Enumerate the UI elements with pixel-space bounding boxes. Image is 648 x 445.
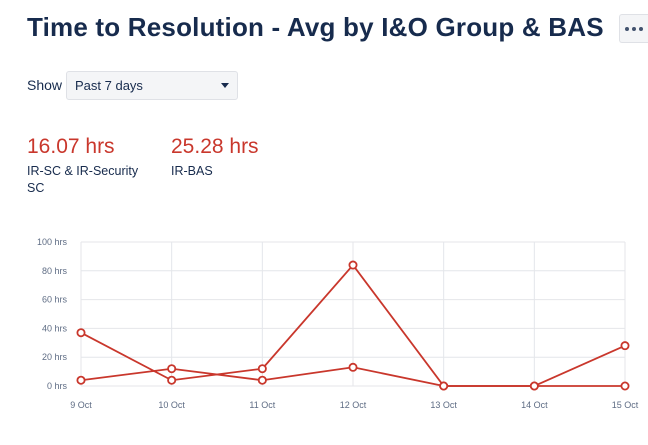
data-point [439, 381, 449, 391]
data-point [167, 375, 177, 385]
data-point [76, 375, 86, 385]
data-point [620, 381, 630, 391]
x-tick-label: 10 Oct [158, 400, 185, 410]
line-chart: 0 hrs 20 hrs 40 hrs 60 hrs 80 hrs 100 hrs 9 Oc… [37, 237, 639, 410]
x-tick-label: 15 Oct [612, 400, 639, 410]
page-title: Time to Resolution - Avg by I&O Group & … [27, 12, 604, 42]
metric-ir-sc: 16.07 hrs IR-SC & IR-Security SC [27, 134, 147, 197]
metric-ir-bas: 25.28 hrs IR-BAS [171, 134, 291, 180]
y-tick-label: 60 hrs [42, 295, 68, 305]
y-tick-label: 40 hrs [42, 323, 68, 333]
chevron-down-icon [221, 83, 229, 88]
x-tick-label: 13 Oct [430, 400, 457, 410]
metric-label: IR-SC & IR-Security SC [27, 164, 139, 195]
data-point [348, 260, 358, 270]
x-tick-label: 12 Oct [340, 400, 367, 410]
y-tick-label: 100 hrs [37, 237, 68, 247]
y-tick-label: 20 hrs [42, 352, 68, 362]
more-icon [625, 26, 629, 31]
show-label: Show [27, 77, 63, 93]
period-select[interactable]: Past 7 days [66, 71, 238, 100]
more-options-button[interactable] [619, 14, 648, 43]
data-point [76, 328, 86, 338]
metric-value: 16.07 hrs [27, 135, 115, 158]
data-point [167, 364, 177, 374]
data-point [348, 362, 358, 372]
data-point [620, 341, 630, 351]
metric-label: IR-BAS [171, 164, 213, 178]
x-tick-label: 11 Oct [249, 400, 275, 410]
x-tick-label: 9 Oct [70, 400, 92, 410]
data-point [529, 381, 539, 391]
y-tick-label: 80 hrs [42, 266, 68, 276]
data-point [257, 364, 267, 374]
x-tick-label: 14 Oct [521, 400, 548, 410]
metric-value: 25.28 hrs [171, 135, 259, 158]
y-tick-label: 0 hrs [47, 381, 68, 391]
data-point [257, 375, 267, 385]
period-select-value: Past 7 days [75, 78, 143, 93]
